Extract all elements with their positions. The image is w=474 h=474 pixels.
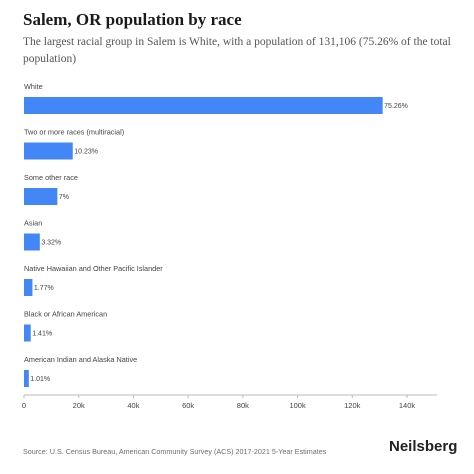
bar [24,97,383,114]
brand-logo: Neilsberg [389,438,458,455]
category-label: Two or more races (multiracial) [24,128,124,137]
category-label: Native Hawaiian and Other Pacific Island… [24,264,163,273]
data-label: 3.32% [41,240,61,247]
data-label: 7% [59,194,69,201]
bar [24,142,73,160]
x-tick-label: 80k [237,401,249,410]
chart-title: Salem, OR population by race [23,10,242,29]
x-tick-label: 40k [127,401,139,410]
category-label: Black or African American [24,310,107,319]
bar [24,279,33,296]
bar [24,233,40,251]
data-label: 10.23% [74,149,98,156]
data-label: 75.26% [384,103,408,110]
x-tick-label: 20k [73,401,85,410]
category-label: American Indian and Alaska Native [24,355,137,364]
x-tick-label: 60k [182,401,194,410]
bar [24,370,29,387]
source-note: Source: U.S. Census Bureau, American Com… [23,447,327,456]
x-tick-label: 0 [22,401,26,410]
data-label: 1.41% [32,331,52,338]
category-label: Asian [24,219,42,228]
x-tick-label: 120k [344,401,361,410]
chart-subtitle: The largest racial group in Salem is Whi… [23,36,451,65]
data-label: 1.77% [34,285,54,292]
category-label: Some other race [24,173,78,182]
x-tick-label: 140k [399,401,416,410]
x-tick-label: 100k [289,401,306,410]
bar-chart: White 75.26% Two or more races (multiracia… [22,82,437,410]
bar [24,188,58,205]
bar [24,324,31,342]
category-label: White [24,82,43,91]
data-label: 1.01% [30,376,50,383]
